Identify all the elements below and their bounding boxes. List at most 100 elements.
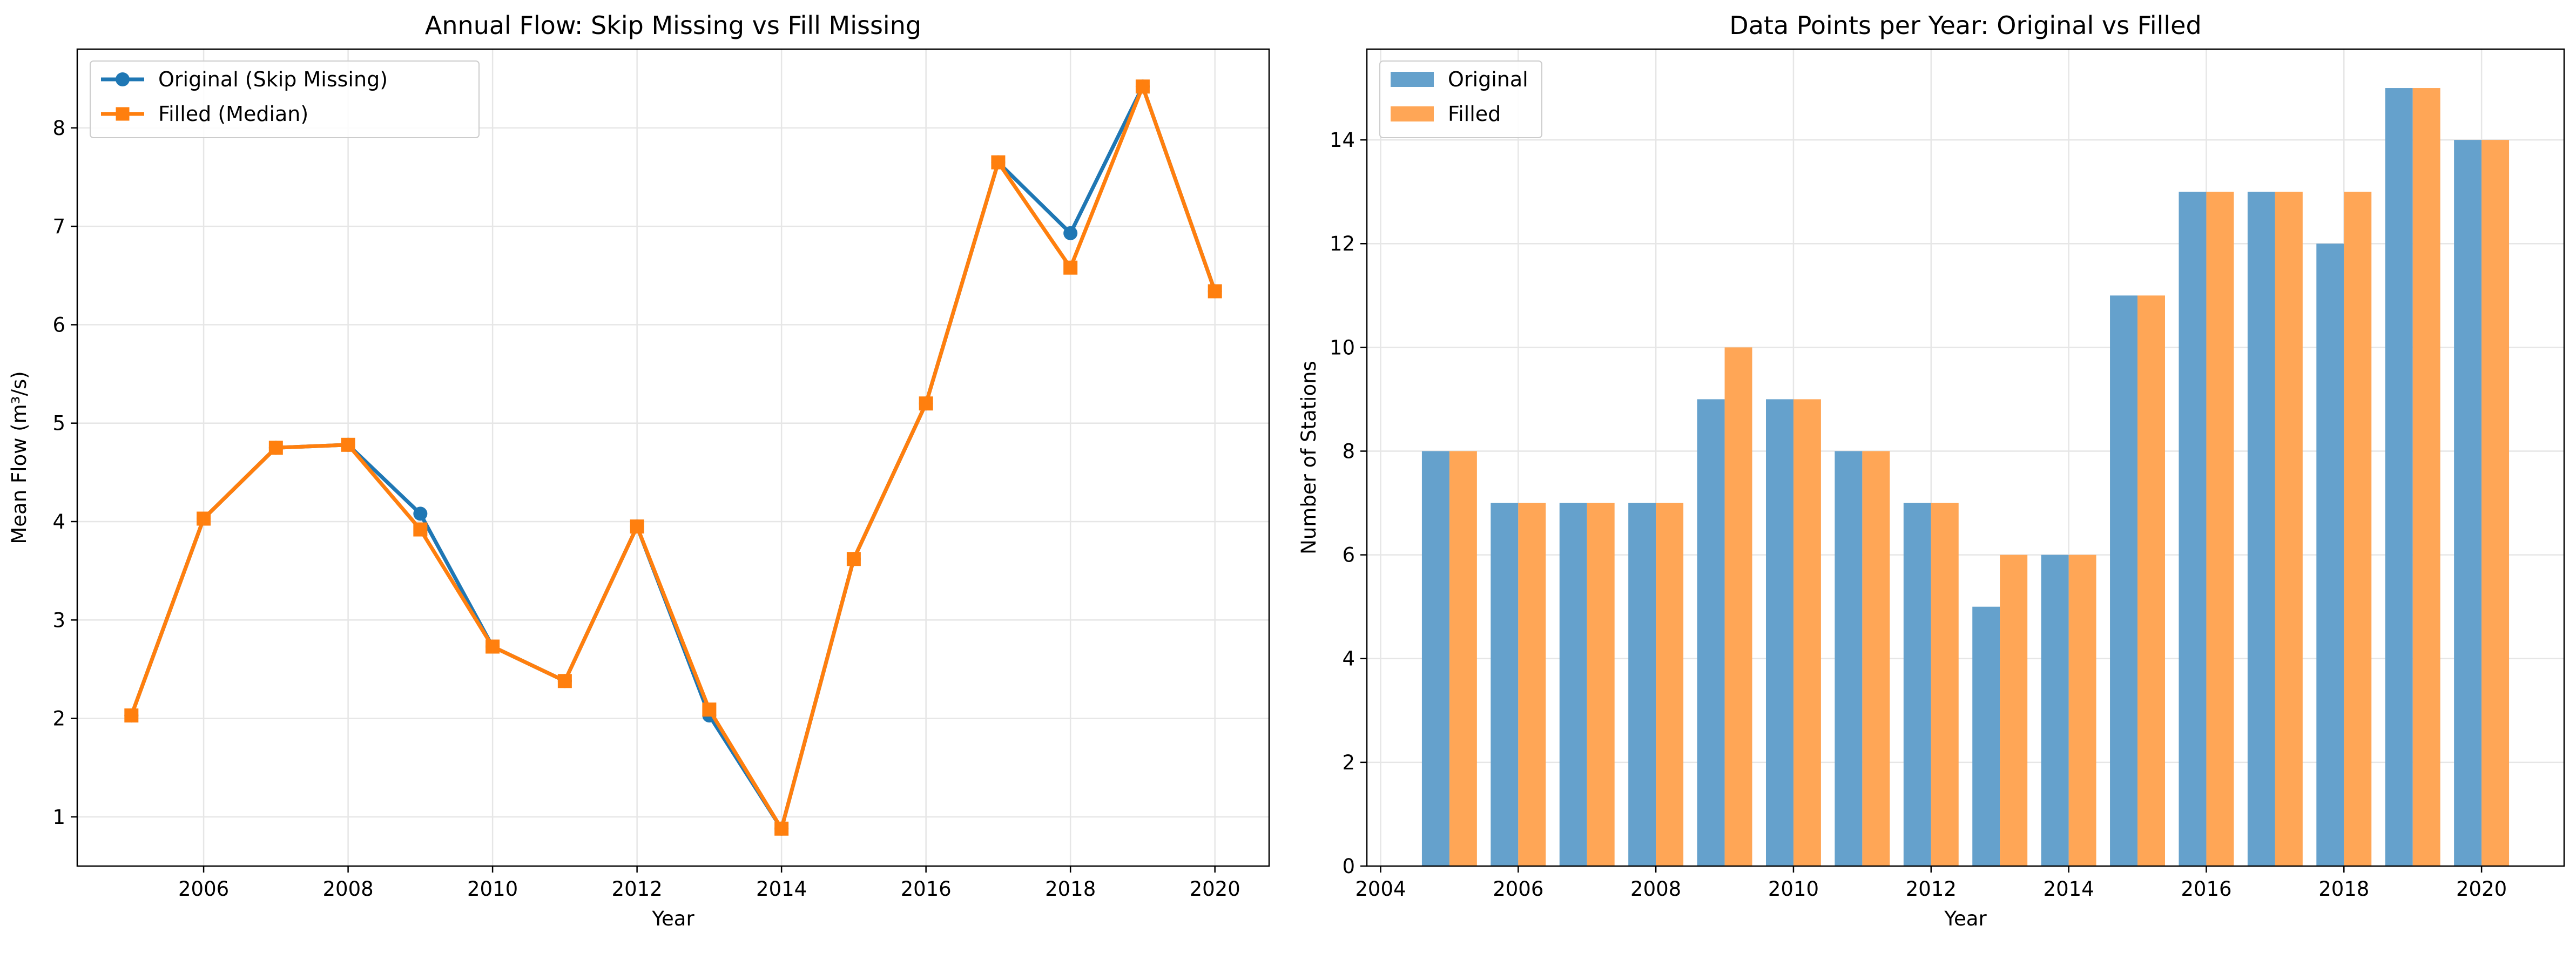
line-chart-y-axis-label: Mean Flow (m³/s) — [8, 371, 31, 544]
data-point-filled-2016 — [919, 396, 933, 411]
y-tick-label: 0 — [1342, 855, 1355, 878]
data-point-original-2018 — [1063, 226, 1078, 240]
bar-filled-2005 — [1449, 451, 1477, 866]
bar-original-2014 — [2041, 555, 2069, 866]
y-tick-label: 8 — [1342, 440, 1355, 463]
bar-original-2005 — [1421, 451, 1449, 866]
data-point-filled-2009 — [413, 522, 428, 537]
x-tick-label: 2016 — [901, 877, 952, 901]
legend-entry-original: Original — [1391, 67, 1528, 91]
y-tick-label: 2 — [52, 707, 65, 731]
legend-entry-filled-median: Filled (Median) — [101, 102, 308, 126]
x-tick-label: 2010 — [1768, 877, 1819, 901]
x-tick-label: 2008 — [323, 877, 374, 901]
bar-chart-y-ticks: 0 2 4 6 8 10 12 14 — [1330, 129, 1367, 878]
line-chart-series — [124, 79, 1222, 836]
bar-chart-plot-area — [1366, 48, 2565, 867]
y-tick-label: 3 — [52, 609, 65, 632]
bar-filled-2017 — [2275, 192, 2303, 867]
bar-filled-2016 — [2206, 192, 2234, 867]
line-chart-panel: 2006 2008 2010 2012 2014 2016 2018 2020 1 2 3 4 5 6 7… — [8, 11, 1270, 930]
y-tick-label: 4 — [1342, 647, 1355, 671]
line-chart-x-axis-label: Year — [651, 907, 694, 930]
bar-original-2013 — [1972, 606, 2000, 866]
legend-swatch-filled — [1391, 106, 1434, 121]
legend-label-original-bars: Original — [1448, 67, 1528, 91]
x-tick-label: 2020 — [2456, 877, 2507, 901]
legend-entry-filled: Filled — [1391, 102, 1501, 126]
data-point-filled-2013 — [702, 702, 717, 717]
bar-filled-2015 — [2137, 295, 2165, 867]
data-point-filled-2005 — [124, 708, 139, 723]
line-chart-y-ticks: 1 2 3 4 5 6 7 8 — [52, 117, 77, 829]
bar-original-2019 — [2385, 88, 2413, 867]
data-point-filled-2012 — [630, 519, 644, 534]
data-point-filled-2010 — [485, 639, 500, 654]
bar-filled-2012 — [1931, 503, 1959, 866]
x-tick-label: 2006 — [1493, 877, 1543, 901]
bar-original-2012 — [1903, 503, 1931, 866]
series-line-filled — [129, 84, 1217, 831]
legend-label-original: Original (Skip Missing) — [158, 67, 388, 91]
bar-filled-2008 — [1656, 503, 1684, 866]
bar-original-2016 — [2179, 192, 2207, 867]
bar-original-2018 — [2316, 244, 2344, 867]
bar-filled-2011 — [1862, 451, 1890, 866]
y-tick-label: 6 — [52, 313, 65, 336]
x-tick-label: 2012 — [1906, 877, 1957, 901]
bar-filled-2020 — [2481, 140, 2510, 867]
y-tick-label: 7 — [52, 215, 65, 238]
bar-original-2009 — [1697, 399, 1725, 866]
bar-filled-2013 — [2000, 555, 2028, 866]
data-point-original-2009 — [413, 506, 428, 521]
legend-swatch-original — [1391, 72, 1434, 87]
y-tick-label: 4 — [52, 510, 65, 533]
data-point-filled-2015 — [846, 552, 861, 566]
legend-marker-filled — [116, 107, 130, 121]
y-tick-label: 1 — [52, 806, 65, 829]
bar-filled-2007 — [1587, 503, 1615, 866]
bar-original-2017 — [2247, 192, 2275, 867]
line-chart-legend: Original (Skip Missing) Filled (Median) — [90, 60, 480, 138]
y-tick-label: 12 — [1330, 232, 1355, 255]
bar-chart-panel: 2004 2006 2008 2010 2012 2014 2016 2018 2020 0 2 4… — [1297, 11, 2565, 930]
x-tick-label: 2008 — [1630, 877, 1681, 901]
x-tick-label: 2018 — [2318, 877, 2369, 901]
data-point-filled-2008 — [341, 437, 355, 452]
x-tick-label: 2004 — [1355, 877, 1406, 901]
bar-filled-2018 — [2344, 192, 2372, 867]
line-chart-legend-box — [90, 60, 480, 138]
bar-original-2008 — [1628, 503, 1656, 866]
x-tick-label: 2010 — [467, 877, 518, 901]
data-point-filled-2006 — [197, 511, 211, 526]
y-tick-label: 14 — [1330, 129, 1355, 152]
line-chart-title: Annual Flow: Skip Missing vs Fill Missin… — [425, 11, 921, 40]
y-tick-label: 10 — [1330, 336, 1355, 359]
data-point-filled-2014 — [774, 821, 789, 836]
x-tick-label: 2020 — [1190, 877, 1240, 901]
y-tick-label: 8 — [52, 117, 65, 140]
y-tick-label: 2 — [1342, 751, 1355, 774]
data-point-filled-2020 — [1208, 284, 1222, 299]
bar-chart-bars — [1421, 88, 2510, 867]
x-tick-label: 2014 — [2044, 877, 2094, 901]
bar-chart-legend: Original Filled — [1379, 60, 1542, 138]
x-tick-label: 2012 — [612, 877, 663, 901]
x-tick-label: 2018 — [1045, 877, 1096, 901]
bar-filled-2019 — [2412, 88, 2440, 867]
bar-chart-x-ticks: 2004 2006 2008 2010 2012 2014 2016 2018 2020 — [1355, 866, 2507, 901]
data-point-filled-2017 — [991, 155, 1006, 170]
bar-chart-title: Data Points per Year: Original vs Filled — [1729, 11, 2201, 40]
bar-filled-2014 — [2068, 555, 2096, 866]
bar-original-2015 — [2110, 295, 2138, 867]
bar-chart-x-axis-label: Year — [1944, 907, 1987, 930]
y-tick-label: 6 — [1342, 544, 1355, 567]
data-point-filled-2018 — [1063, 260, 1078, 275]
legend-marker-original — [116, 72, 130, 86]
legend-entry-original-skip-missing: Original (Skip Missing) — [101, 67, 388, 91]
data-point-filled-2019 — [1135, 79, 1150, 94]
legend-label-filled: Filled (Median) — [158, 102, 308, 126]
bar-filled-2010 — [1793, 399, 1821, 866]
x-tick-label: 2006 — [178, 877, 229, 901]
